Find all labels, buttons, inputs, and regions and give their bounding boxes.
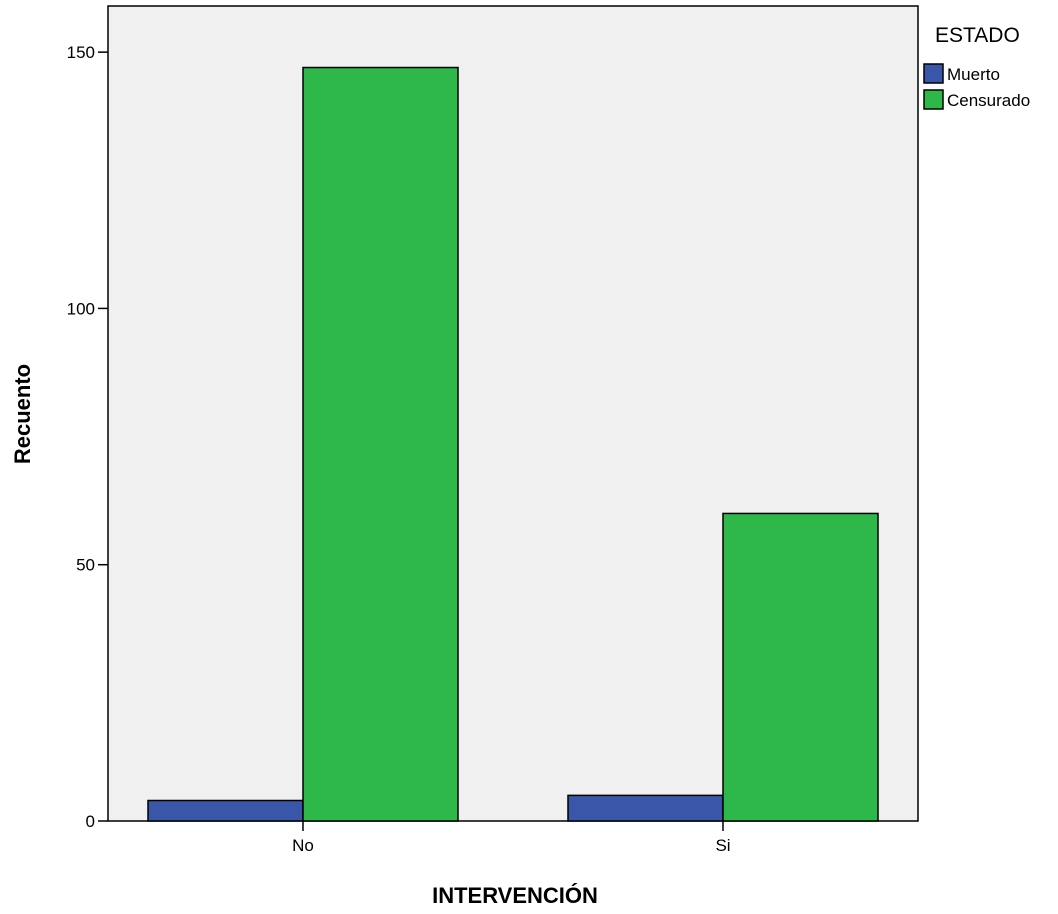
bar-censurado-si: [722, 512, 879, 822]
bar-muerto-no: [147, 799, 304, 822]
legend-label-censurado: Censurado: [947, 91, 1030, 110]
legend: ESTADO Muerto Censurado: [923, 24, 1030, 110]
y-tick-label: 50: [76, 556, 95, 575]
x-tick-label: Si: [715, 836, 730, 855]
bar-censurado-no: [302, 66, 459, 822]
x-axis-title: INTERVENCIÓN: [432, 883, 598, 908]
x-tick-label: No: [292, 836, 314, 855]
x-axis: No Si: [292, 821, 731, 855]
legend-swatch-censurado: [923, 89, 944, 110]
bars-group: [147, 66, 879, 822]
y-tick-label: 100: [67, 299, 95, 318]
bar-muerto-si: [567, 794, 724, 822]
legend-label-muerto: Muerto: [947, 65, 1000, 84]
y-tick-label: 0: [86, 812, 95, 831]
legend-swatch-muerto: [923, 63, 944, 84]
legend-title: ESTADO: [935, 24, 1020, 47]
y-tick-label: 150: [67, 43, 95, 62]
y-axis-title: Recuento: [10, 364, 35, 464]
y-axis: 0 50 100 150: [67, 43, 108, 831]
